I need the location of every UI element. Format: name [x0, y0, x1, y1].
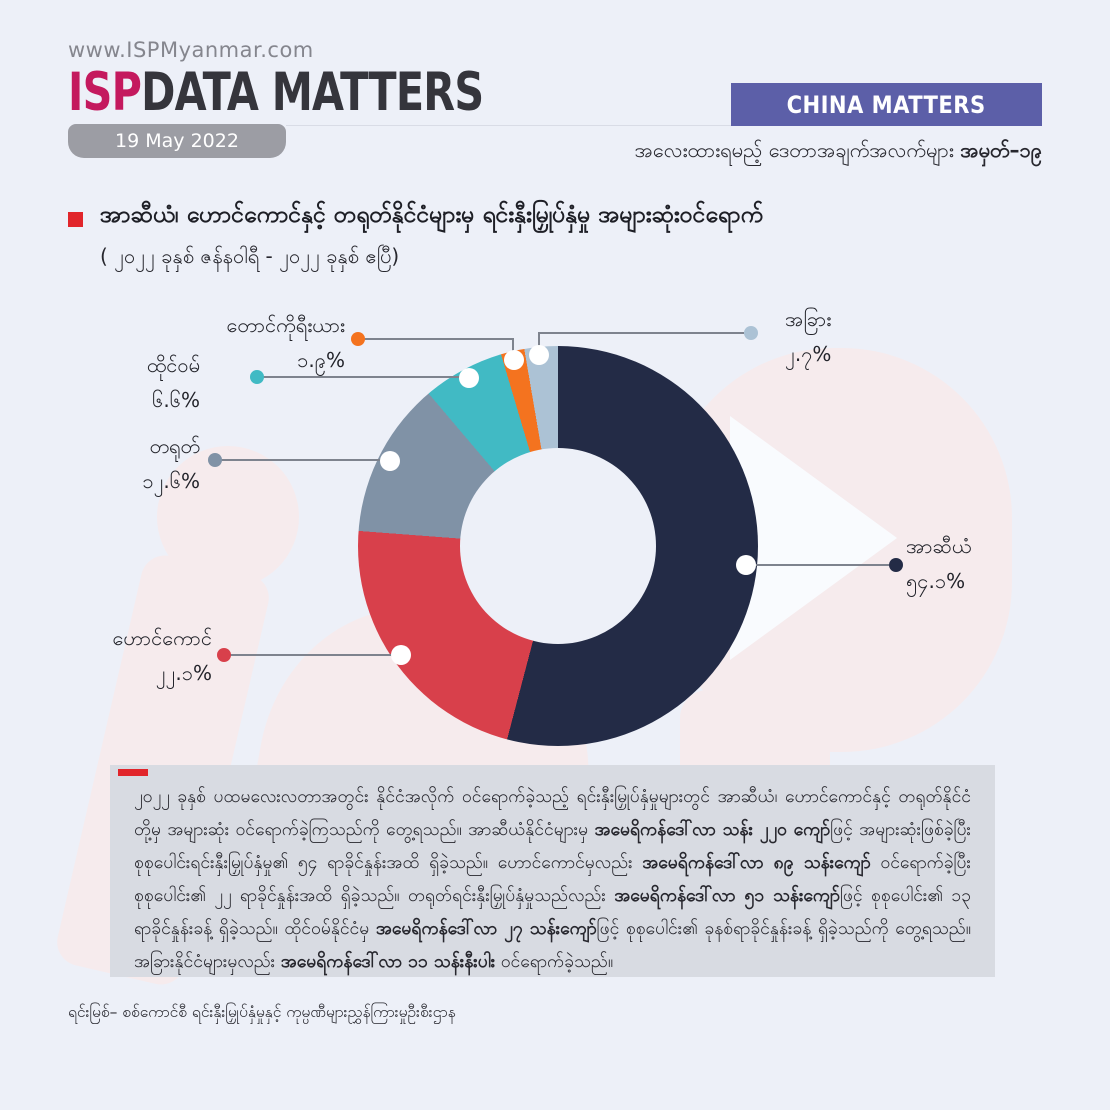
callout-taiwan-name: ထိုင်ဝမ်: [146, 353, 200, 377]
leader-line-hongkong: [224, 654, 394, 656]
leader-line-china: [215, 459, 383, 461]
title-bullet-square: [68, 212, 83, 227]
logo-isp-text: ISP: [68, 62, 142, 123]
page-title: အာဆီယံ၊ ဟောင်ကောင်နှင့် တရုတ်နိုင်ငံများ…: [100, 202, 764, 228]
issue-line-text: အလေးထားရမည့် ဒေတာအချက်အလက်များ: [634, 138, 961, 162]
title-period: ( ၂၀၂၂ ခုနှစ် ဇန်နဝါရီ - ၂၀၂၂ ခုနှစ် ဧပြ…: [100, 244, 400, 268]
leader-line-others-v: [538, 332, 540, 349]
callout-china: တရုတ် ၁၂.၆%: [85, 433, 200, 495]
callout-taiwan: ထိုင်ဝမ် ၆.၆%: [85, 352, 200, 414]
leader-line-taiwan: [257, 376, 462, 378]
summary-box: ၂၀၂၂ ခုနှစ် ပထမလေးလတာအတွင်း နိုင်ငံအလိုက…: [110, 765, 995, 977]
issue-line: အလေးထားရမည့် ဒေတာအချက်အလက်များ အမှတ်–၁၉: [634, 137, 1042, 167]
callout-southkorea: တောင်ကိုရီးယား ၁.၉%: [150, 312, 346, 374]
logo-rest-text: DATA MATTERS: [141, 62, 484, 123]
label-dot-asean: [889, 558, 903, 572]
callout-china-value: ၁၂.၆%: [142, 469, 200, 493]
callout-asean-name: အာဆီယံ: [906, 534, 972, 558]
date-badge-label: 19 May 2022: [115, 130, 239, 152]
header-divider: [286, 125, 731, 126]
label-dot-southkorea: [351, 332, 365, 346]
leader-line-others-h: [539, 332, 744, 334]
label-dot-taiwan: [250, 370, 264, 384]
china-matters-banner: CHINA MATTERS: [731, 83, 1042, 126]
callout-others-value: ၂.၇%: [785, 342, 832, 366]
banner-label: CHINA MATTERS: [786, 90, 987, 119]
slice-marker-asean: [736, 555, 756, 575]
label-dot-others: [744, 326, 758, 340]
label-dot-china: [208, 453, 222, 467]
callout-taiwan-value: ၆.၆%: [152, 388, 200, 412]
website-url: www.ISPMyanmar.com: [68, 38, 314, 62]
summary-accent-dash: [118, 769, 148, 776]
slice-marker-taiwan: [459, 368, 479, 388]
callout-hongkong-name: ဟောင်ကောင်: [112, 626, 213, 650]
isp-data-matters-logo: ISPDATA MATTERS: [68, 62, 484, 123]
leader-line-southkorea-v: [512, 338, 514, 354]
body-paragraph: ၂၀၂၂ ခုနှစ် ပထမလေးလတာအတွင်း နိုင်ငံအလိုက…: [134, 787, 972, 972]
callout-hongkong-value: ၂၂.၁%: [155, 661, 212, 685]
leader-line-southkorea-h: [358, 338, 514, 340]
callout-china-name: တရုတ်: [149, 434, 200, 458]
callout-southkorea-value: ၁.၉%: [297, 348, 345, 372]
callout-southkorea-name: တောင်ကိုရီးယား: [226, 313, 346, 337]
date-badge: 19 May 2022: [68, 124, 286, 158]
source-note: ရင်းမြစ်– စစ်ကောင်စီ ရင်းနှီးမြှုပ်နှံမှ…: [68, 1003, 456, 1021]
slice-marker-others: [529, 345, 549, 365]
slice-marker-hongkong: [391, 645, 411, 665]
label-dot-hongkong: [217, 648, 231, 662]
callout-asean-value: ၅၄.၁%: [906, 569, 966, 593]
issue-number: အမှတ်–၁၉: [960, 138, 1042, 162]
slice-marker-southkorea: [504, 350, 524, 370]
callout-others: အခြား ၂.၇%: [785, 306, 831, 368]
donut-chart-hole: [460, 448, 656, 644]
callout-hongkong: ဟောင်ကောင် ၂၂.၁%: [60, 625, 213, 687]
leader-line-asean: [746, 564, 889, 566]
callout-asean: အာဆီယံ ၅၄.၁%: [906, 533, 971, 595]
callout-others-name: အခြား: [785, 307, 832, 331]
slice-marker-china: [380, 451, 400, 471]
